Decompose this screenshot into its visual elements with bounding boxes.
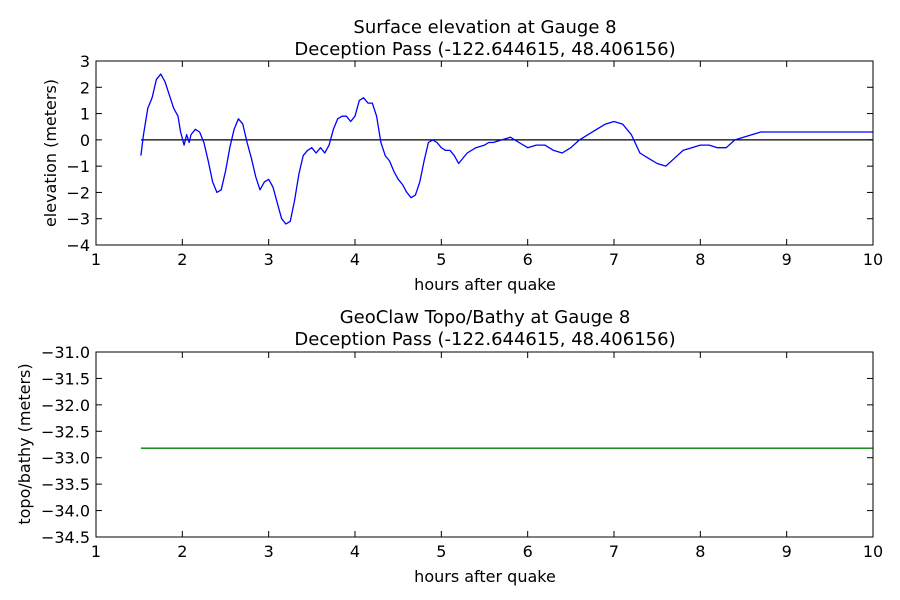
plot-frame bbox=[95, 60, 874, 246]
y-tick-label: 1 bbox=[80, 105, 90, 124]
x-tick-label: 9 bbox=[782, 250, 792, 269]
x-tick-label: 7 bbox=[609, 250, 619, 269]
chart-topo-bathy: GeoClaw Topo/Bathy at Gauge 8 Deception … bbox=[15, 307, 883, 586]
y-tick-label: 0 bbox=[80, 131, 90, 150]
plot-frame bbox=[95, 351, 874, 538]
x-tick-label: 6 bbox=[523, 542, 533, 561]
y-tick-label: −34.5 bbox=[41, 528, 90, 547]
x-tick-label: 3 bbox=[264, 250, 274, 269]
x-tick-label: 5 bbox=[436, 542, 446, 561]
x-tick-label: 1 bbox=[91, 250, 101, 269]
y-tick-label: −32.0 bbox=[41, 396, 90, 415]
x-tick-label: 10 bbox=[863, 542, 883, 561]
y-tick-label: −33.0 bbox=[41, 449, 90, 468]
y-tick-label: −2 bbox=[66, 183, 90, 202]
y-tick-label: −31.5 bbox=[41, 369, 90, 388]
tick-labels: 1 2 3 4 5 6 7 8 9 10 −34.5 −34.0 −33.5 −33.0 −32.5 −32.… bbox=[41, 343, 883, 561]
x-axis-label: hours after quake bbox=[414, 275, 556, 294]
y-tick-label: 3 bbox=[80, 52, 90, 71]
y-tick-label: −4 bbox=[66, 236, 90, 255]
series-line bbox=[140, 73, 873, 225]
chart-title: GeoClaw Topo/Bathy at Gauge 8 bbox=[340, 307, 631, 328]
y-axis-label: topo/bathy (meters) bbox=[15, 363, 34, 524]
x-tick-label: 10 bbox=[863, 250, 883, 269]
chart-subtitle: Deception Pass (-122.644615, 48.406156) bbox=[294, 329, 675, 350]
x-tick-label: 9 bbox=[782, 542, 792, 561]
y-tick-label: −3 bbox=[66, 210, 90, 229]
y-tick-label: −31.0 bbox=[41, 343, 90, 362]
x-tick-label: 7 bbox=[609, 542, 619, 561]
x-tick-label: 8 bbox=[695, 250, 705, 269]
x-tick-label: 1 bbox=[91, 542, 101, 561]
y-tick-label: −33.5 bbox=[41, 475, 90, 494]
x-tick-label: 2 bbox=[177, 250, 187, 269]
chart-surface-elevation: Surface elevation at Gauge 8 Deception P… bbox=[41, 17, 883, 294]
x-axis-label: hours after quake bbox=[414, 567, 556, 586]
x-tick-label: 4 bbox=[350, 542, 360, 561]
x-tick-label: 5 bbox=[436, 250, 446, 269]
y-tick-label: −32.5 bbox=[41, 422, 90, 441]
y-axis-label: elevation (meters) bbox=[41, 79, 60, 227]
tick-labels: 1 2 3 4 5 6 7 8 9 10 −4 −3 −2 −1 0 1 2 3 bbox=[66, 52, 883, 269]
chart-subtitle: Deception Pass (-122.644615, 48.406156) bbox=[294, 39, 675, 60]
chart-title: Surface elevation at Gauge 8 bbox=[353, 17, 616, 38]
plot-area bbox=[140, 73, 873, 225]
x-tick-label: 8 bbox=[695, 542, 705, 561]
y-tick-label: −34.0 bbox=[41, 502, 90, 521]
x-tick-label: 6 bbox=[523, 250, 533, 269]
x-tick-label: 4 bbox=[350, 250, 360, 269]
x-tick-label: 3 bbox=[264, 542, 274, 561]
y-tick-label: 2 bbox=[80, 78, 90, 97]
y-tick-label: −1 bbox=[66, 157, 90, 176]
x-tick-label: 2 bbox=[177, 542, 187, 561]
